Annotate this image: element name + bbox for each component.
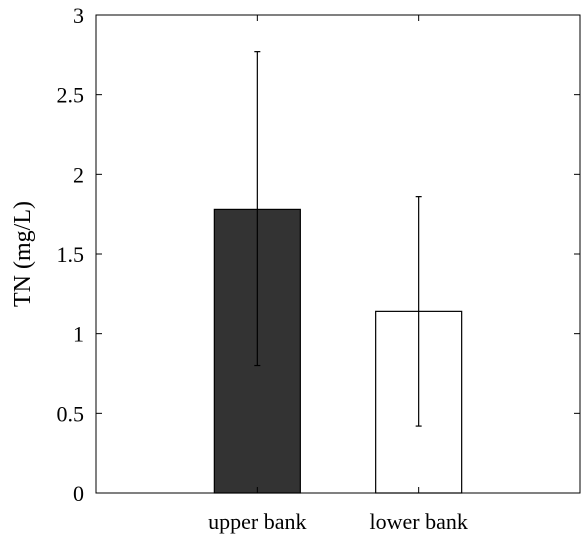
y-tick-label-0: 0: [73, 481, 84, 506]
x-tick-label-1: lower bank: [369, 509, 467, 534]
y-tick-label-6: 3: [73, 3, 84, 28]
y-tick-label-2: 1: [73, 322, 84, 347]
plot-area: [95, 14, 581, 494]
y-tick-label-4: 2: [73, 162, 84, 187]
y-axis: 0 0.5 1 1.5 2 2.5 3: [57, 3, 580, 506]
error-bars-layer: [254, 51, 422, 427]
x-axis: upper bank lower bank: [208, 15, 468, 534]
y-axis-label: TN (mg/L): [10, 201, 36, 307]
y-tick-label-1: 0.5: [57, 401, 85, 426]
x-tick-label-0: upper bank: [208, 509, 306, 534]
y-tick-label-5: 2.5: [57, 83, 85, 108]
y-tick-label-3: 1.5: [57, 242, 85, 267]
